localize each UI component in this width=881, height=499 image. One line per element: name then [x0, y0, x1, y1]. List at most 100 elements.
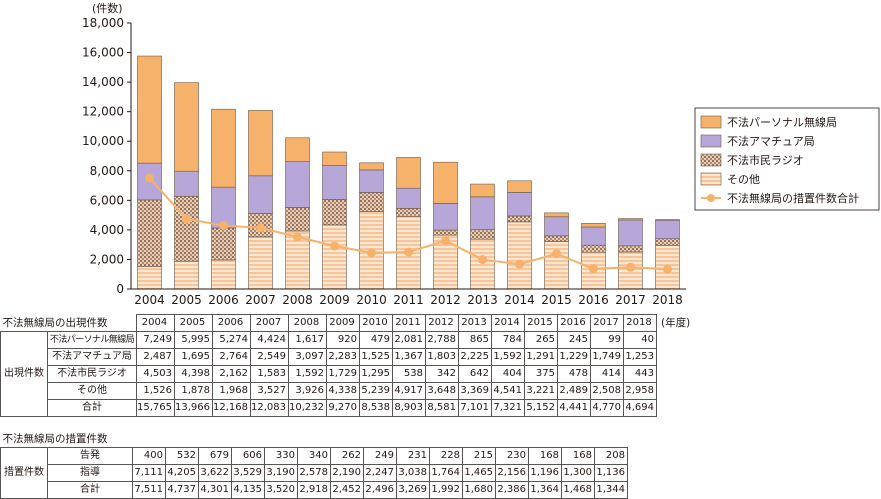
bar-segment: [507, 221, 532, 290]
line-point: [182, 214, 191, 224]
row-label: 合計: [46, 399, 138, 417]
bar-segment: [470, 229, 495, 240]
cell-value: 4,694: [623, 399, 658, 417]
cell-value: 4,917: [392, 382, 427, 400]
bar-segment: [285, 207, 310, 232]
x-tick-label: 2004: [134, 293, 165, 307]
cell-value: 2,918: [297, 481, 331, 499]
legend-label: その他: [727, 173, 760, 186]
cell-value: 679: [198, 447, 232, 465]
bar-segment: [359, 192, 384, 212]
x-tick-label: 2017: [615, 293, 646, 307]
action-table: 不法無線局の措置件数 措置件数 告発 400 532 679 606 330 340 262 249…: [0, 431, 628, 499]
y-tick-label: 18,000: [82, 16, 124, 30]
y-tick-label: 14,000: [82, 75, 124, 89]
x-tick-label: 2007: [245, 293, 276, 307]
bar-segment: [544, 216, 569, 237]
year-header: 2012: [425, 314, 460, 332]
legend-swatch: [700, 172, 722, 186]
line-point: [441, 236, 450, 246]
bar-segment: [174, 170, 199, 197]
cell-value: 3,190: [264, 464, 298, 482]
row-label: 指導: [47, 464, 133, 482]
cell-value: 2,162: [212, 365, 252, 383]
cell-value: 414: [590, 365, 625, 383]
cell-value: 1,968: [212, 382, 252, 400]
bar-segment: [507, 180, 532, 193]
cell-value: 99: [590, 331, 625, 349]
cell-value: 9,270: [326, 399, 361, 417]
cell-value: 3,369: [458, 382, 493, 400]
year-header: 2007: [250, 314, 290, 332]
cell-value: 2,508: [590, 382, 625, 400]
y-tick-label: 12,000: [82, 105, 124, 119]
y-tick-label: 2,000: [90, 252, 124, 266]
year-header: 2013: [458, 314, 493, 332]
cell-value: 1,992: [429, 481, 463, 499]
bar-segment: [655, 219, 680, 240]
cell-value: 1,803: [425, 348, 460, 366]
legend-swatch: [700, 115, 722, 129]
bar-segment: [322, 224, 347, 290]
legend-box: [694, 107, 880, 211]
bar-segment: [396, 208, 421, 217]
row-label: その他: [46, 382, 138, 400]
bar-segment: [581, 226, 606, 246]
cell-value: 443: [623, 365, 658, 383]
bar-segment: [322, 165, 347, 200]
cell-value: 5,239: [359, 382, 394, 400]
cell-value: 40: [623, 331, 658, 349]
cell-value: 168: [561, 447, 595, 465]
x-tick-label: 2018: [652, 293, 683, 307]
legend-label: 不法アマチュア局: [727, 134, 815, 148]
bar-segment: [174, 260, 199, 290]
group-label-occurrences: 出現件数: [0, 331, 48, 417]
cell-value: 1,749: [590, 348, 625, 366]
cell-value: 1,526: [136, 382, 176, 400]
line-point: [478, 255, 487, 265]
line-point: [219, 220, 228, 230]
cell-value: 2,081: [392, 331, 427, 349]
cell-value: 1,468: [561, 481, 595, 499]
cell-value: 168: [528, 447, 562, 465]
cell-value: 8,903: [392, 399, 427, 417]
y-tick-label: 10,000: [82, 134, 124, 148]
cell-value: 340: [297, 447, 331, 465]
year-header: 2006: [212, 314, 252, 332]
cell-value: 8,538: [359, 399, 394, 417]
cell-value: 2,549: [250, 348, 290, 366]
cell-value: 1,300: [561, 464, 595, 482]
x-tick-label: 2008: [282, 293, 313, 307]
cell-value: 249: [363, 447, 397, 465]
cell-value: 2,190: [330, 464, 364, 482]
bar-segment: [618, 219, 643, 247]
bar-segment: [359, 169, 384, 193]
bar-segment: [618, 218, 643, 221]
line-point: [367, 248, 376, 258]
year-header: 2018: [623, 314, 658, 332]
bar-segment: [211, 227, 236, 261]
cell-value: 1,592: [491, 348, 526, 366]
cell-value: 2,496: [363, 481, 397, 499]
bar-segment: [137, 55, 162, 164]
x-tick-label: 2010: [356, 293, 387, 307]
line-point: [256, 223, 265, 233]
cell-value: 3,269: [396, 481, 430, 499]
cell-value: 2,578: [297, 464, 331, 482]
cell-value: 3,097: [288, 348, 328, 366]
cell-value: 642: [458, 365, 493, 383]
cell-value: 330: [264, 447, 298, 465]
bar-segment: [211, 259, 236, 290]
y-tick-label: 16,000: [82, 46, 124, 60]
cell-value: 3,221: [524, 382, 559, 400]
year-header: 2008: [288, 314, 328, 332]
y-tick-label: 8,000: [90, 164, 124, 178]
year-header: 2017: [590, 314, 625, 332]
cell-value: 8,581: [425, 399, 460, 417]
bar-segment: [396, 157, 421, 189]
cell-value: 920: [326, 331, 361, 349]
cell-value: 1,229: [557, 348, 592, 366]
cell-value: 265: [524, 331, 559, 349]
bar-segment: [211, 108, 236, 188]
